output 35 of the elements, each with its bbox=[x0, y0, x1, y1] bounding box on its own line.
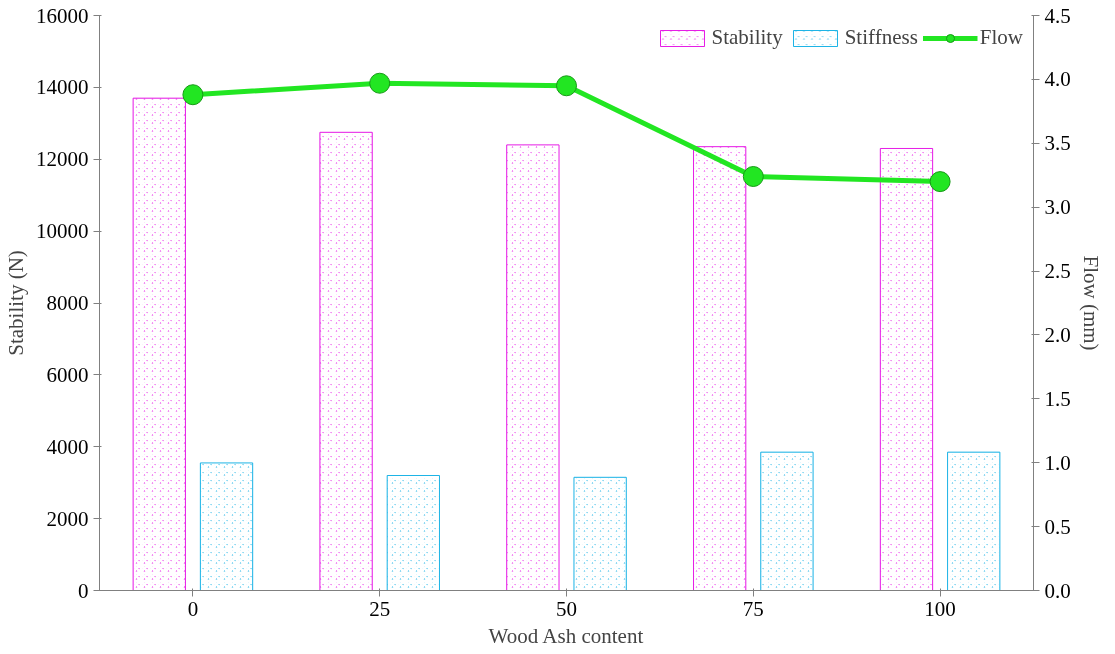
y2-tick-label: 1.5 bbox=[1044, 386, 1071, 411]
y-tick-label: 2000 bbox=[46, 506, 89, 531]
x-tick-label: 50 bbox=[556, 596, 577, 621]
y-tick-label: 4000 bbox=[46, 434, 89, 459]
y-tick-label: 12000 bbox=[36, 147, 89, 172]
y2-axis-title: Flow (mm) bbox=[1078, 255, 1103, 351]
y2-tick-label: 4.5 bbox=[1044, 3, 1071, 28]
y2-tick-label: 1.0 bbox=[1044, 450, 1071, 475]
point bbox=[369, 72, 391, 94]
legend-label: Flow bbox=[979, 25, 1023, 50]
y2-tick-label: 0.5 bbox=[1044, 514, 1071, 539]
y2-tick-label: 2.5 bbox=[1044, 259, 1071, 284]
point bbox=[742, 166, 764, 187]
point bbox=[556, 75, 577, 97]
y2-tick-label: 3.0 bbox=[1044, 195, 1071, 220]
x-tick-label: 0 bbox=[187, 596, 199, 621]
x-axis-title: Wood Ash content bbox=[488, 623, 644, 648]
point bbox=[929, 171, 951, 193]
y2-tick-label: 3.5 bbox=[1044, 131, 1071, 156]
x-tick-label: 100 bbox=[924, 596, 956, 621]
y2-tick-label: 0.0 bbox=[1044, 578, 1071, 603]
legend-label: Stability bbox=[711, 25, 783, 50]
x-tick-label: 75 bbox=[742, 596, 764, 621]
point bbox=[182, 84, 204, 106]
y-tick-label: 16000 bbox=[36, 3, 89, 28]
y-tick-label: 8000 bbox=[46, 291, 89, 315]
y-axis-title: Stability (N) bbox=[4, 250, 28, 356]
y-tick-label: 10000 bbox=[36, 219, 89, 244]
y-tick-label: 14000 bbox=[36, 75, 89, 100]
y-tick-label: 0 bbox=[78, 578, 89, 603]
legend-label: Stiffness bbox=[844, 25, 918, 50]
y2-tick-label: 2.0 bbox=[1044, 322, 1071, 347]
y-tick-label: 6000 bbox=[46, 362, 89, 387]
x-tick-label: 25 bbox=[369, 596, 391, 621]
y2-tick-label: 4.0 bbox=[1044, 67, 1071, 92]
